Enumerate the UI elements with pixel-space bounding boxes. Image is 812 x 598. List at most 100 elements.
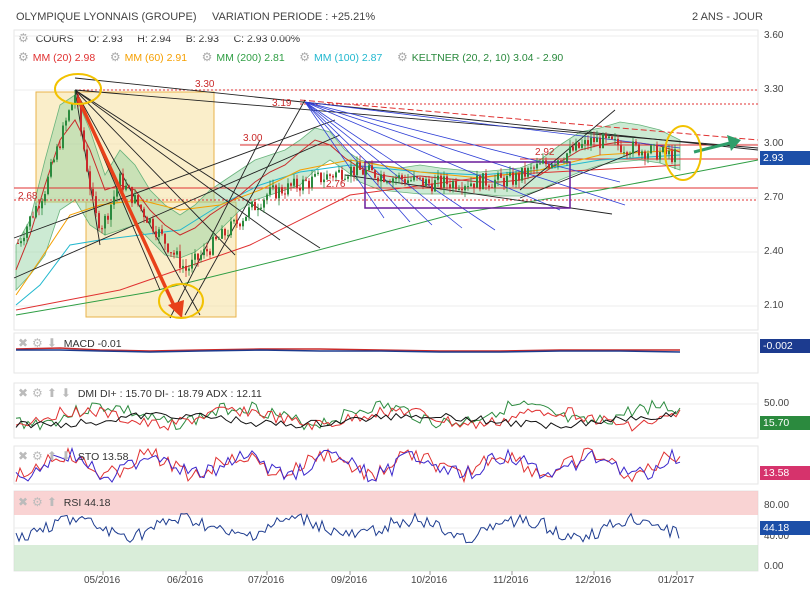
candle-body (647, 153, 649, 159)
gear-icon[interactable]: ⚙ (299, 50, 311, 64)
candle-body (455, 181, 457, 190)
candle-body (116, 188, 118, 197)
candle-body (188, 268, 190, 271)
candle-body (536, 163, 538, 169)
candle-body (71, 103, 73, 111)
gear-icon[interactable]: ⚙ (201, 50, 213, 64)
candle-body (101, 228, 103, 230)
x-axis-label: 01/2017 (658, 575, 695, 586)
candle-body (236, 219, 238, 224)
candle-body (428, 179, 430, 184)
candle-body (230, 221, 232, 236)
dmi-axis-label: 50.00 (764, 398, 790, 409)
candle-body (149, 218, 151, 223)
candle-body (566, 153, 568, 162)
candle-body (383, 174, 385, 182)
candle-body (53, 159, 55, 163)
candle-body (401, 175, 403, 180)
candle-body (353, 166, 355, 176)
keltner-band (15, 94, 681, 292)
candle-body (674, 149, 676, 163)
candle-body (413, 176, 415, 181)
macd-signal-line (15, 347, 680, 352)
candle-body (209, 251, 211, 255)
candle-body (662, 147, 664, 153)
gear-icon[interactable]: ⚙ (396, 50, 408, 64)
panel-controls-icon[interactable]: ✖⚙⬇ (18, 336, 61, 350)
candle-body (182, 265, 184, 268)
mm100-line (15, 154, 681, 306)
candle-body (218, 238, 220, 240)
candle-body (281, 187, 283, 194)
candle-body (350, 166, 352, 177)
candle-body (173, 252, 175, 255)
candle-body (491, 187, 493, 189)
candle-body (233, 219, 235, 222)
price-axis-label: 2.70 (764, 192, 784, 203)
candle-body (593, 137, 595, 143)
gann-fan-blue (304, 101, 681, 231)
candle-body (242, 220, 244, 227)
candle-body (284, 193, 286, 195)
red-trendline (15, 164, 681, 311)
candle-body (245, 216, 247, 221)
panel-controls-icon[interactable]: ✖⚙⬆⬇ (18, 386, 75, 400)
candle-body (554, 164, 556, 166)
candle-body (395, 178, 397, 180)
candle-body (227, 235, 229, 237)
candle-body (587, 140, 589, 146)
candle-body (425, 179, 427, 186)
candle-body (359, 162, 361, 170)
candle-body (671, 150, 673, 163)
candle-body (440, 175, 442, 188)
macd-line (16, 349, 681, 353)
candle-body (650, 145, 652, 154)
candle-body (332, 175, 334, 178)
macd-title: MACD (63, 338, 95, 350)
candle-body (113, 196, 115, 205)
candle-body (179, 251, 181, 268)
gear-icon[interactable]: ⚙ (18, 50, 29, 64)
mm60-label: MM (60) 2.91 (124, 52, 188, 64)
candle-body (92, 189, 94, 197)
candle-body (248, 207, 250, 217)
candle-body (362, 169, 364, 175)
candle-body (542, 160, 544, 164)
mm200-label: MM (200) 2.81 (216, 52, 285, 64)
candle-body (272, 185, 274, 188)
candle-body (617, 138, 619, 146)
gear-icon[interactable]: ⚙ (18, 31, 29, 45)
candle-body (296, 178, 298, 188)
candlesticks (17, 90, 676, 278)
candle-body (62, 125, 64, 149)
candle-body (602, 134, 604, 149)
period-selector[interactable]: 2 ANS - JOUR (692, 11, 763, 23)
candle-body (629, 153, 631, 155)
candle-body (98, 213, 100, 229)
candle-body (464, 186, 466, 191)
candle-body (326, 174, 328, 180)
panel-controls-icon[interactable]: ✖⚙⬆⬇ (18, 449, 75, 463)
x-axis-label: 06/2016 (167, 575, 204, 586)
candle-body (305, 179, 307, 181)
candle-body (44, 194, 46, 202)
candle-body (50, 162, 52, 177)
candle-body (338, 169, 340, 173)
panel-controls-icon[interactable]: ✖⚙⬆ (18, 495, 61, 509)
candle-body (548, 164, 550, 168)
rsi-axis-label: 40.00 (764, 531, 790, 542)
candle-body (584, 140, 586, 144)
candle-body (176, 251, 178, 255)
candle-body (590, 137, 592, 146)
candle-body (419, 177, 421, 179)
candle-body (398, 175, 400, 179)
candle-body (479, 175, 481, 190)
gear-icon[interactable]: ⚙ (109, 50, 121, 64)
candle-body (371, 165, 373, 171)
keltner-label: KELTNER (20, 2, 10) 3.04 - 2.90 (411, 52, 564, 64)
candle-body (506, 176, 508, 187)
candle-body (557, 160, 559, 165)
candle-body (431, 183, 433, 192)
candle-body (302, 179, 304, 191)
